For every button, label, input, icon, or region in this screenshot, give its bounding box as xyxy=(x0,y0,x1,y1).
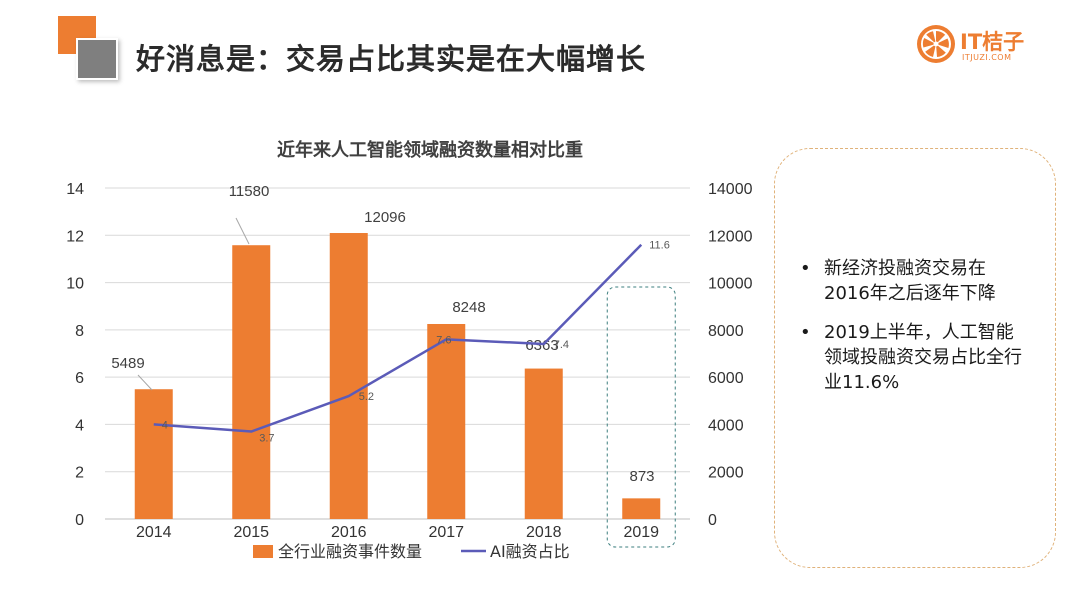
brand-name: IT桔子 xyxy=(960,30,1025,54)
left-axis-tick-label: 12 xyxy=(66,228,84,245)
line-data-label: 7.6 xyxy=(436,334,451,346)
bar xyxy=(622,498,661,519)
right-axis-tick-label: 14000 xyxy=(708,181,753,198)
left-axis-tick-label: 6 xyxy=(75,370,84,387)
bar-data-label: 6363 xyxy=(525,337,558,354)
line-data-label: 7.4 xyxy=(554,339,569,351)
bar xyxy=(329,233,368,520)
line-data-label: 11.6 xyxy=(649,240,670,252)
page-title: 好消息是：交易占比其实是在大幅增长 xyxy=(136,42,647,76)
category-label: 2019 xyxy=(623,524,659,541)
brand-url: ITJUZI.COM xyxy=(962,53,1012,62)
bar-data-label: 12096 xyxy=(364,209,406,226)
highlight-box xyxy=(606,286,676,548)
bar-data-label: 873 xyxy=(629,468,654,485)
notes-panel xyxy=(774,148,1056,568)
category-label: 2018 xyxy=(526,524,562,541)
category-label: 2016 xyxy=(331,524,367,541)
bar xyxy=(232,245,271,520)
right-axis-tick-label: 6000 xyxy=(708,370,744,387)
left-axis-tick-label: 10 xyxy=(66,276,84,293)
note-text: 2019上半年，人工智能领域投融资交易占比全行业11.6% xyxy=(824,322,1022,393)
left-axis-tick-label: 0 xyxy=(75,512,84,529)
chart-title: 近年来人工智能领域融资数量相对比重 xyxy=(277,140,583,161)
bullet-icon: • xyxy=(800,322,811,343)
right-axis-tick-label: 2000 xyxy=(708,465,744,482)
bar xyxy=(427,323,466,519)
bullet-icon: • xyxy=(800,258,811,279)
right-axis-tick-label: 8000 xyxy=(708,323,744,340)
bar xyxy=(134,389,173,519)
title-decoration-gray-square xyxy=(76,38,118,80)
orange-slice-icon xyxy=(917,25,955,63)
left-axis-tick-label: 4 xyxy=(75,417,84,434)
bar-data-label: 8248 xyxy=(452,299,485,316)
left-axis-tick-label: 8 xyxy=(75,323,84,340)
right-axis-tick-label: 4000 xyxy=(708,417,744,434)
bar xyxy=(524,368,563,519)
bar-data-label: 11580 xyxy=(229,183,270,200)
line-data-label: 3.7 xyxy=(259,433,274,445)
brand-logo: IT桔子 ITJUZI.COM xyxy=(916,24,1056,68)
legend-bar-swatch xyxy=(253,545,273,558)
label-leader-line xyxy=(137,374,153,391)
right-axis-tick-label: 10000 xyxy=(708,276,753,293)
note-item: • 新经济投融资交易在2016年之后逐年下降 xyxy=(800,256,1030,306)
left-axis-tick-label: 14 xyxy=(66,181,84,198)
note-item: • 2019上半年，人工智能领域投融资交易占比全行业11.6% xyxy=(800,320,1030,395)
notes-list: • 新经济投融资交易在2016年之后逐年下降 • 2019上半年，人工智能领域投… xyxy=(800,256,1030,409)
bar-data-label: 5489 xyxy=(111,355,144,372)
combo-chart: 0 2 4 6 8 10 12 14 0 2000 4000 6000 8000 10000 12000 14… xyxy=(66,181,753,561)
right-axis-tick-label: 0 xyxy=(708,512,717,529)
right-axis-tick-label: 12000 xyxy=(708,228,753,245)
line-data-label: 5.2 xyxy=(359,391,374,403)
note-text: 新经济投融资交易在2016年之后逐年下降 xyxy=(824,258,996,304)
left-axis-tick-label: 2 xyxy=(75,465,84,482)
legend-line-label: AI融资占比 xyxy=(490,542,570,561)
label-leader-line xyxy=(235,217,250,245)
category-label: 2014 xyxy=(136,524,172,541)
line-data-label: 4 xyxy=(162,419,168,431)
category-label: 2017 xyxy=(428,524,464,541)
legend-bar-label: 全行业融资事件数量 xyxy=(278,542,422,561)
category-label: 2015 xyxy=(233,524,269,541)
line-series-path xyxy=(153,243,643,433)
